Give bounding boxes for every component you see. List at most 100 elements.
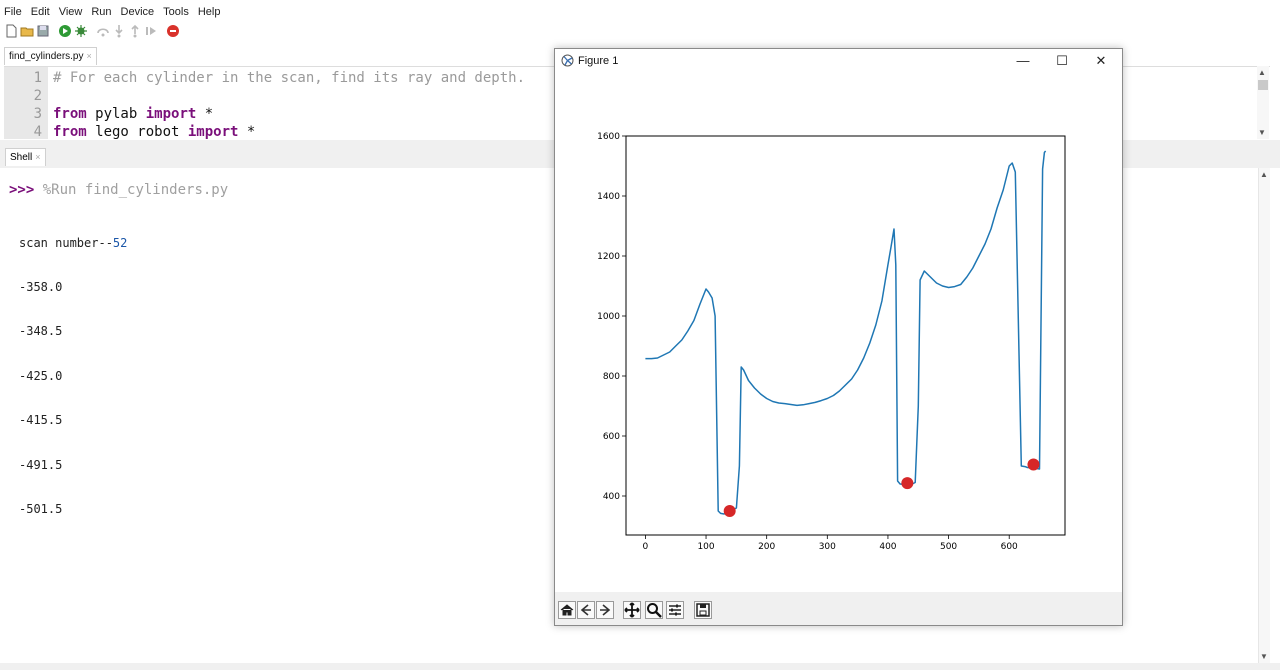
scroll-down-icon[interactable]: ▼: [1260, 652, 1268, 661]
cylinder-marker: [1027, 458, 1040, 471]
minimize-button[interactable]: —: [1016, 53, 1030, 68]
plot-area[interactable]: [625, 135, 1066, 536]
code-token: *: [238, 124, 256, 139]
tab-close-icon[interactable]: ×: [35, 152, 41, 162]
save-icon[interactable]: [36, 24, 50, 38]
scroll-up-icon[interactable]: ▲: [1260, 170, 1268, 179]
x-tick-label: 400: [879, 542, 896, 552]
scroll-up-icon[interactable]: ▲: [1258, 68, 1266, 77]
figure-window[interactable]: Figure 1 — ☐ ✕ 0 100 200 300 400 500 600 400 600…: [554, 48, 1123, 626]
code-token: pylab: [86, 106, 146, 122]
output-line: -501.5: [19, 501, 63, 516]
line-gutter: 1 2 3 4: [4, 67, 48, 139]
save-figure-icon[interactable]: [694, 601, 712, 619]
code-token: import: [145, 106, 197, 122]
toolbar: [4, 23, 180, 39]
code-token: lego_robot: [86, 124, 188, 139]
menu-edit[interactable]: Edit: [30, 6, 50, 18]
figure-title-bar[interactable]: Figure 1 — ☐ ✕: [555, 49, 1122, 73]
code-editor[interactable]: 1 2 3 4 # For each cylinder in the scan, fi…: [4, 66, 1270, 139]
shell-scrollbar[interactable]: ▲ ▼: [1258, 168, 1270, 663]
menu-device[interactable]: Device: [120, 6, 155, 18]
code-token: from: [53, 106, 87, 122]
figure-title: Figure 1: [578, 55, 619, 67]
x-tick-label: 300: [819, 542, 836, 552]
x-tick-label: 100: [697, 542, 714, 552]
code-token: *: [196, 106, 214, 122]
shell-command-line: >>> %Run find_cylinders.py: [9, 182, 228, 198]
menu-view[interactable]: View: [58, 6, 83, 18]
menu-bar: File Edit View Run Device Tools Help: [0, 3, 225, 21]
forward-icon[interactable]: [596, 601, 614, 619]
output-line: -425.0: [19, 368, 63, 383]
x-tick-label: 600: [1001, 542, 1018, 552]
output-line: -491.5: [19, 457, 63, 472]
y-tick-label: 1600: [597, 132, 620, 142]
menu-file[interactable]: File: [4, 6, 22, 18]
scan-series-line: [645, 150, 1047, 515]
step-over-icon: [96, 24, 110, 38]
stop-icon[interactable]: [166, 24, 180, 38]
editor-tabs: find_cylinders.py ×: [0, 47, 555, 65]
menu-run[interactable]: Run: [91, 6, 112, 18]
y-tick-label: 600: [603, 432, 620, 442]
code-token: import: [187, 124, 239, 139]
menu-help[interactable]: Help: [197, 6, 221, 18]
code-line: # For each cylinder in the scan, find it…: [53, 70, 525, 86]
open-file-icon[interactable]: [20, 24, 34, 38]
line-number: 3: [33, 106, 42, 122]
editor-scrollbar[interactable]: ▲ ▼: [1257, 66, 1269, 139]
scroll-thumb[interactable]: [1258, 80, 1268, 90]
chart[interactable]: 0 100 200 300 400 500 600 400 600 800 1000 1200 1400…: [555, 74, 1122, 592]
x-tick-label: 200: [758, 542, 775, 552]
code-line: from pylab import *: [53, 106, 213, 122]
step-out-icon: [128, 24, 142, 38]
new-file-icon[interactable]: [4, 24, 18, 38]
y-tick-label: 800: [603, 372, 620, 382]
configure-subplots-icon[interactable]: [666, 601, 684, 619]
y-tick-label: 1200: [597, 252, 620, 262]
scan-number-line: scan number--52: [19, 236, 127, 251]
figure-toolbar: [555, 592, 1122, 625]
scan-number-prefix: scan number--: [19, 235, 113, 250]
cylinder-marker: [901, 477, 914, 490]
y-tick-label: 1000: [597, 312, 620, 322]
scan-number-value: 52: [112, 235, 128, 250]
back-icon[interactable]: [577, 601, 595, 619]
resume-icon: [144, 24, 158, 38]
shell-prompt: >>>: [9, 182, 35, 198]
shell-output: scan number--52 -358.0 -348.5 -425.0 -41…: [19, 206, 127, 546]
pan-icon[interactable]: [623, 601, 641, 619]
code-line: from lego_robot import *: [53, 124, 255, 139]
line-number: 1: [33, 70, 42, 86]
y-tick-label: 400: [603, 492, 620, 502]
maximize-button[interactable]: ☐: [1056, 53, 1068, 68]
step-into-icon: [112, 24, 126, 38]
output-line: -348.5: [19, 324, 63, 339]
tab-label: find_cylinders.py: [9, 51, 84, 62]
line-number: 4: [33, 124, 42, 139]
code-token: # For each cylinder in the scan, find it…: [53, 70, 526, 86]
x-tick-label: 500: [940, 542, 957, 552]
home-icon[interactable]: [558, 601, 576, 619]
shell-command: %Run find_cylinders.py: [34, 182, 229, 198]
line-number: 2: [33, 88, 42, 104]
x-tick-label: 0: [643, 542, 649, 552]
close-button[interactable]: ✕: [1095, 53, 1107, 68]
debug-icon[interactable]: [74, 24, 88, 38]
menu-tools[interactable]: Tools: [163, 6, 189, 18]
status-strip: [0, 663, 1280, 670]
scroll-down-icon[interactable]: ▼: [1258, 128, 1266, 137]
output-line: -358.0: [19, 279, 63, 294]
tab-label: Shell: [10, 152, 33, 163]
matplotlib-icon: [561, 54, 574, 67]
run-icon[interactable]: [58, 24, 72, 38]
zoom-icon[interactable]: [645, 601, 663, 619]
y-tick-label: 1400: [597, 192, 620, 202]
tab-close-icon[interactable]: ×: [86, 51, 92, 61]
tab-shell[interactable]: Shell ×: [5, 148, 46, 166]
cylinder-marker: [723, 505, 736, 517]
output-line: -415.5: [19, 413, 63, 428]
code-token: from: [53, 124, 87, 139]
tab-find-cylinders[interactable]: find_cylinders.py ×: [4, 47, 97, 65]
